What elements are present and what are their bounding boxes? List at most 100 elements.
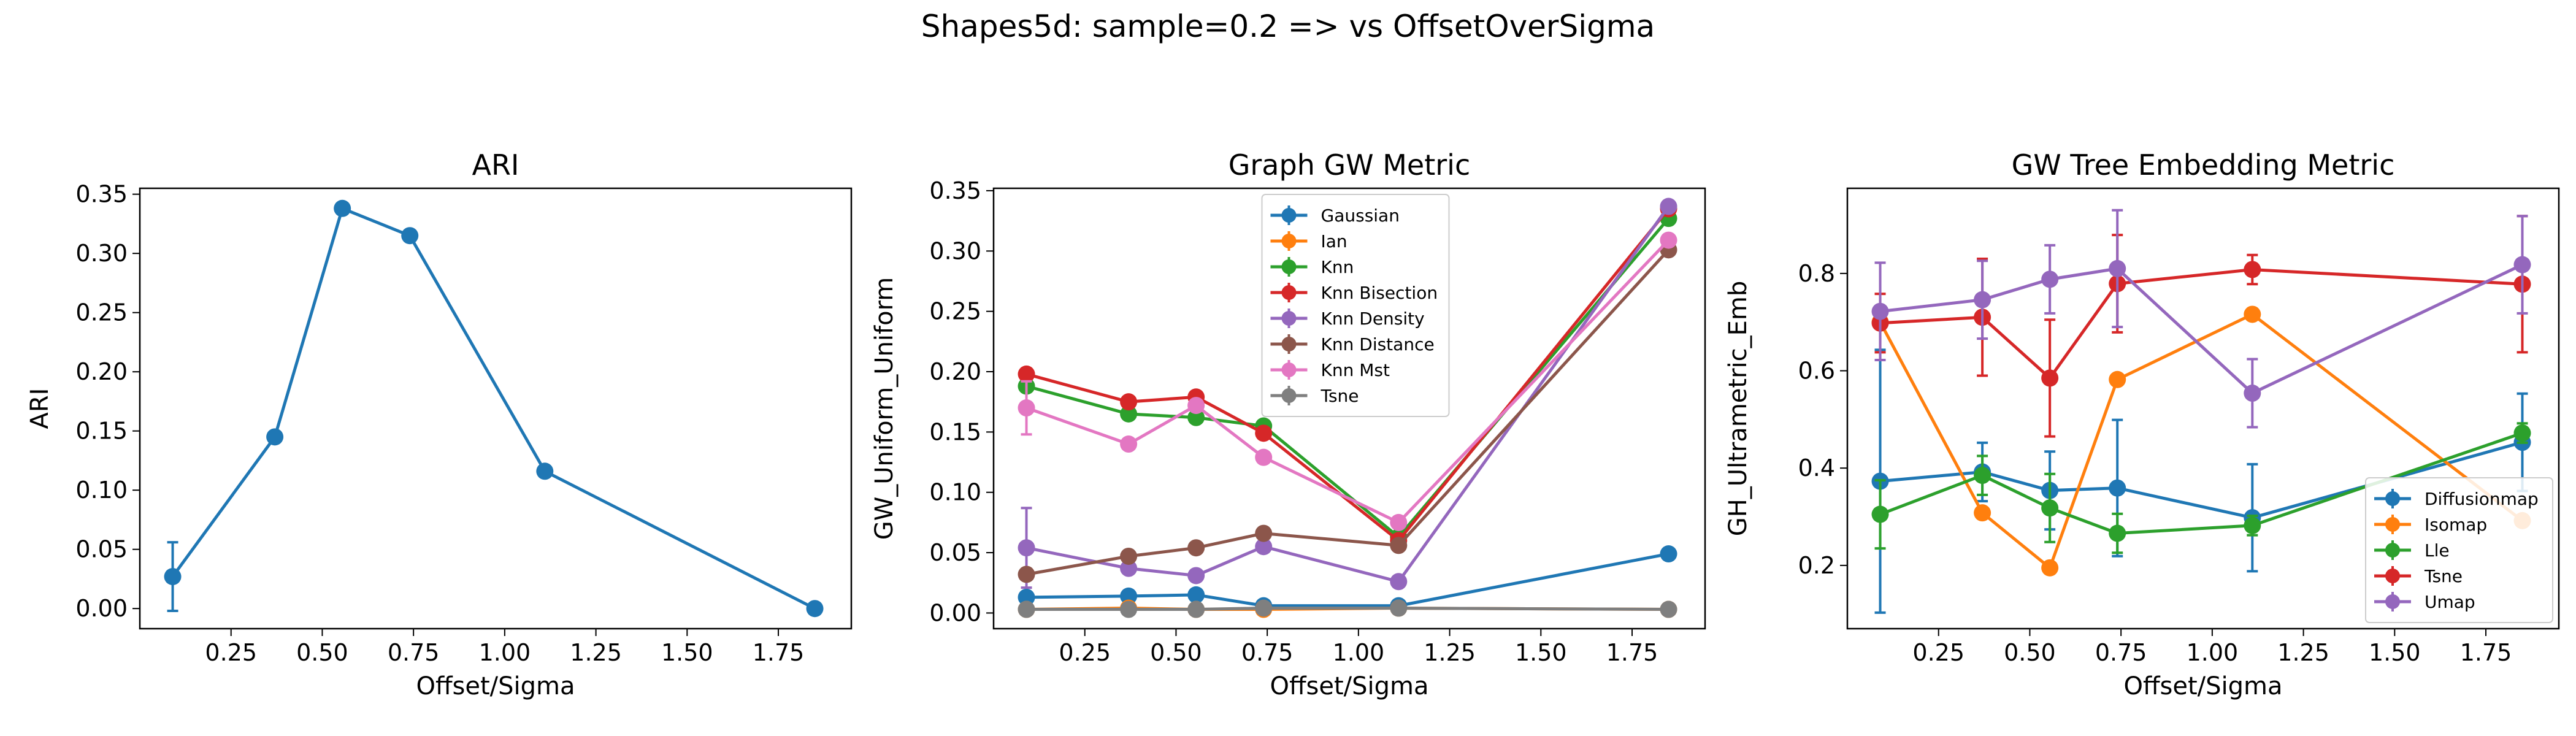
legend-marker — [1281, 388, 1297, 403]
y-tick-label: 0.10 — [75, 477, 128, 504]
chart-panel-1: ARI 0.25 0.50 0.75 1.00 1.25 1.50 1.75 0.00 0.05 0… — [26, 148, 853, 700]
legend-marker — [2385, 569, 2400, 583]
y-tick-label: 0.6 — [1798, 358, 1835, 385]
data-point — [401, 227, 419, 245]
data-point — [1120, 393, 1138, 411]
y-tick-label: 0.25 — [75, 299, 128, 326]
plot-area — [1871, 209, 2531, 614]
data-point — [1018, 539, 1035, 557]
y-tick-label: 0.05 — [75, 536, 128, 563]
data-point — [266, 428, 284, 446]
series-lle — [1871, 422, 2531, 554]
axes-frame — [992, 187, 1706, 630]
y-tick-label: 0.00 — [929, 599, 981, 626]
data-point — [1120, 435, 1138, 453]
legend-item: Knn Density — [1270, 309, 1425, 329]
legend-label: Knn Density — [1321, 309, 1425, 329]
data-point — [2109, 259, 2126, 277]
data-point — [1660, 545, 1677, 563]
data-point — [1390, 537, 1408, 554]
legend-label: Gaussian — [1321, 205, 1400, 226]
legend-marker — [2385, 491, 2400, 506]
data-point — [536, 462, 554, 480]
chart-title: GW Tree Embedding Metric — [2012, 148, 2395, 182]
x-tick-label: 1.50 — [1515, 639, 1567, 666]
legend-item: Ian — [1270, 231, 1347, 251]
series-line — [1880, 263, 2523, 395]
legend-label: Tsne — [2424, 566, 2463, 586]
data-point — [1018, 365, 1035, 383]
legend-item: Isomap — [2374, 515, 2487, 535]
legend-label: Knn Bisection — [1321, 283, 1438, 303]
data-point — [1187, 600, 1205, 618]
legend-marker — [1281, 285, 1297, 300]
x-axis-label: Offset/Sigma — [1270, 672, 1428, 700]
legend-marker — [2385, 543, 2400, 558]
series-line — [1879, 431, 2523, 535]
legend-label: Isomap — [2425, 515, 2487, 535]
series-knn-density — [1018, 197, 1677, 591]
axes-frame — [139, 187, 853, 630]
legend-item: Knn Bisection — [1270, 283, 1438, 303]
data-point — [2041, 499, 2059, 517]
chart-title: Graph GW Metric — [1229, 148, 1470, 182]
chart-title: ARI — [472, 148, 519, 182]
x-tick-label: 1.75 — [753, 639, 805, 666]
data-point — [1120, 405, 1138, 423]
y-tick-label: 0.10 — [929, 479, 981, 506]
legend-box — [2365, 477, 2553, 623]
data-point — [1390, 513, 1408, 531]
y-tick-label: 0.30 — [75, 240, 128, 267]
series-line — [1025, 207, 1670, 543]
chart-panel-3: GW Tree Embedding Metric 0.25 0.50 0.75 1.00… — [1724, 148, 2560, 700]
series-umap — [1871, 209, 2531, 429]
x-axis-label: Offset/Sigma — [416, 672, 575, 700]
x-tick-label: 0.25 — [1912, 639, 1965, 666]
y-tick-label: 0.15 — [75, 418, 128, 445]
legend-item: Knn Distance — [1270, 334, 1435, 355]
x-tick-label: 1.00 — [2187, 639, 2239, 666]
data-point — [1018, 600, 1035, 618]
data-point — [2513, 424, 2531, 442]
y-axis-label: GW_Uniform_Uniform — [870, 277, 899, 540]
y-tick-label: 0.15 — [929, 418, 981, 445]
y-axis-label: ARI — [26, 388, 54, 429]
data-point — [1871, 302, 1889, 320]
legend-marker — [2385, 517, 2400, 532]
legend-label: Knn Distance — [1321, 334, 1435, 355]
series-line — [1026, 248, 1670, 576]
legend-label: Knn — [1321, 257, 1354, 277]
x-tick-label: 1.75 — [1606, 639, 1658, 666]
series-line — [1026, 205, 1670, 584]
data-point — [1974, 291, 1991, 309]
data-point — [1974, 504, 1991, 522]
data-point — [2244, 385, 2261, 402]
y-tick-label: 0.2 — [1798, 552, 1835, 579]
legend-label: Ian — [1321, 231, 1347, 251]
y-tick-label: 0.20 — [929, 358, 981, 385]
x-tick-label: 0.25 — [205, 639, 257, 666]
axes-frame — [1846, 187, 2560, 630]
data-point — [2041, 369, 2059, 387]
legend-marker — [1281, 259, 1297, 274]
series-1 — [164, 199, 824, 618]
data-point — [2041, 559, 2059, 577]
data-point — [2109, 479, 2126, 497]
series-line — [1026, 607, 1669, 611]
legend-label: Lle — [2425, 540, 2450, 561]
legend: Gaussian Ian Knn Knn Bisection Knn Density Kn… — [1261, 194, 1450, 417]
data-point — [1187, 567, 1205, 585]
plot-area — [164, 199, 824, 618]
legend-label: Umap — [2425, 592, 2475, 612]
legend-item: Tsne — [2374, 566, 2463, 586]
x-tick-label: 0.25 — [1059, 639, 1111, 666]
data-point — [1120, 587, 1138, 605]
x-tick-label: 0.50 — [1150, 639, 1202, 666]
data-point — [1120, 559, 1138, 577]
legend-item: Lle — [2374, 540, 2450, 561]
data-point — [1660, 600, 1677, 618]
data-point — [2244, 305, 2261, 323]
y-tick-label: 0.25 — [929, 298, 981, 325]
x-tick-label: 1.75 — [2460, 639, 2512, 666]
